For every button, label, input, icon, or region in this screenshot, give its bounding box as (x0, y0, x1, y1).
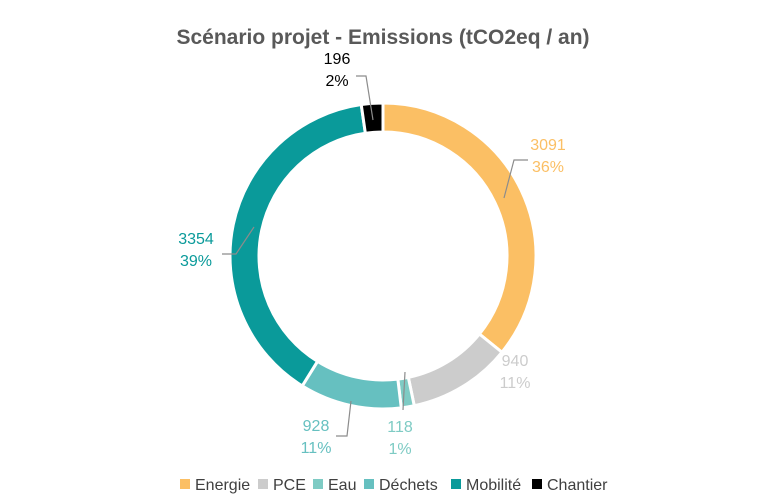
legend-label: Déchets (379, 477, 438, 494)
percent-label-chantier: 2% (325, 73, 348, 90)
slice-energie (381, 101, 538, 355)
legend-item-mobilite: Mobilité (451, 477, 521, 494)
leader-line-mobilite (222, 226, 255, 255)
leader-line-eau (402, 371, 406, 411)
legend-swatch (313, 479, 323, 489)
legend-swatch (258, 479, 268, 489)
chart-title: Scénario projet - Emissions (tCO2eq / an… (176, 26, 589, 49)
legend-label: Eau (328, 477, 356, 494)
legend-item-chantier: Chantier (532, 477, 608, 494)
leader-line-chantier (356, 75, 374, 121)
value-label-energie: 3091 (530, 137, 566, 154)
percent-label-energie: 36% (532, 159, 564, 176)
value-label-chantier: 196 (324, 51, 351, 68)
value-label-mobilite: 3354 (178, 231, 214, 248)
legend-label: Mobilité (466, 477, 521, 494)
legend-label: Energie (195, 477, 250, 494)
percent-label-mobilite: 39% (180, 253, 212, 270)
legend-swatch (364, 479, 374, 489)
legend-label: PCE (273, 477, 306, 494)
leader-line-energie (503, 159, 528, 199)
leader-line-dechets (336, 400, 352, 437)
slice-mobilite (228, 102, 368, 389)
value-label-pce: 940 (502, 353, 529, 370)
percent-label-dechets: 11% (301, 440, 332, 457)
donut-slices (228, 101, 538, 411)
percent-label-eau: 1% (388, 441, 411, 458)
legend-item-pce: PCE (258, 477, 306, 494)
legend-swatch (451, 479, 461, 489)
legend: Energie PCE Eau Déchets Mobilité Chantier (180, 477, 608, 494)
legend-item-eau: Eau (313, 477, 356, 494)
value-label-dechets: 928 (303, 418, 330, 435)
legend-swatch (532, 479, 542, 489)
legend-item-energie: Energie (180, 477, 250, 494)
legend-label: Chantier (547, 477, 608, 494)
percent-label-pce: 11% (500, 375, 531, 392)
slice-dechets (300, 359, 403, 411)
legend-item-dechets: Déchets (364, 477, 438, 494)
legend-swatch (180, 479, 190, 489)
slice-pce (406, 331, 505, 408)
data-labels: 3091 36% 940 11% 118 1% 928 11% 3354 39% 196 2% (178, 51, 566, 458)
value-label-eau: 118 (387, 419, 413, 436)
